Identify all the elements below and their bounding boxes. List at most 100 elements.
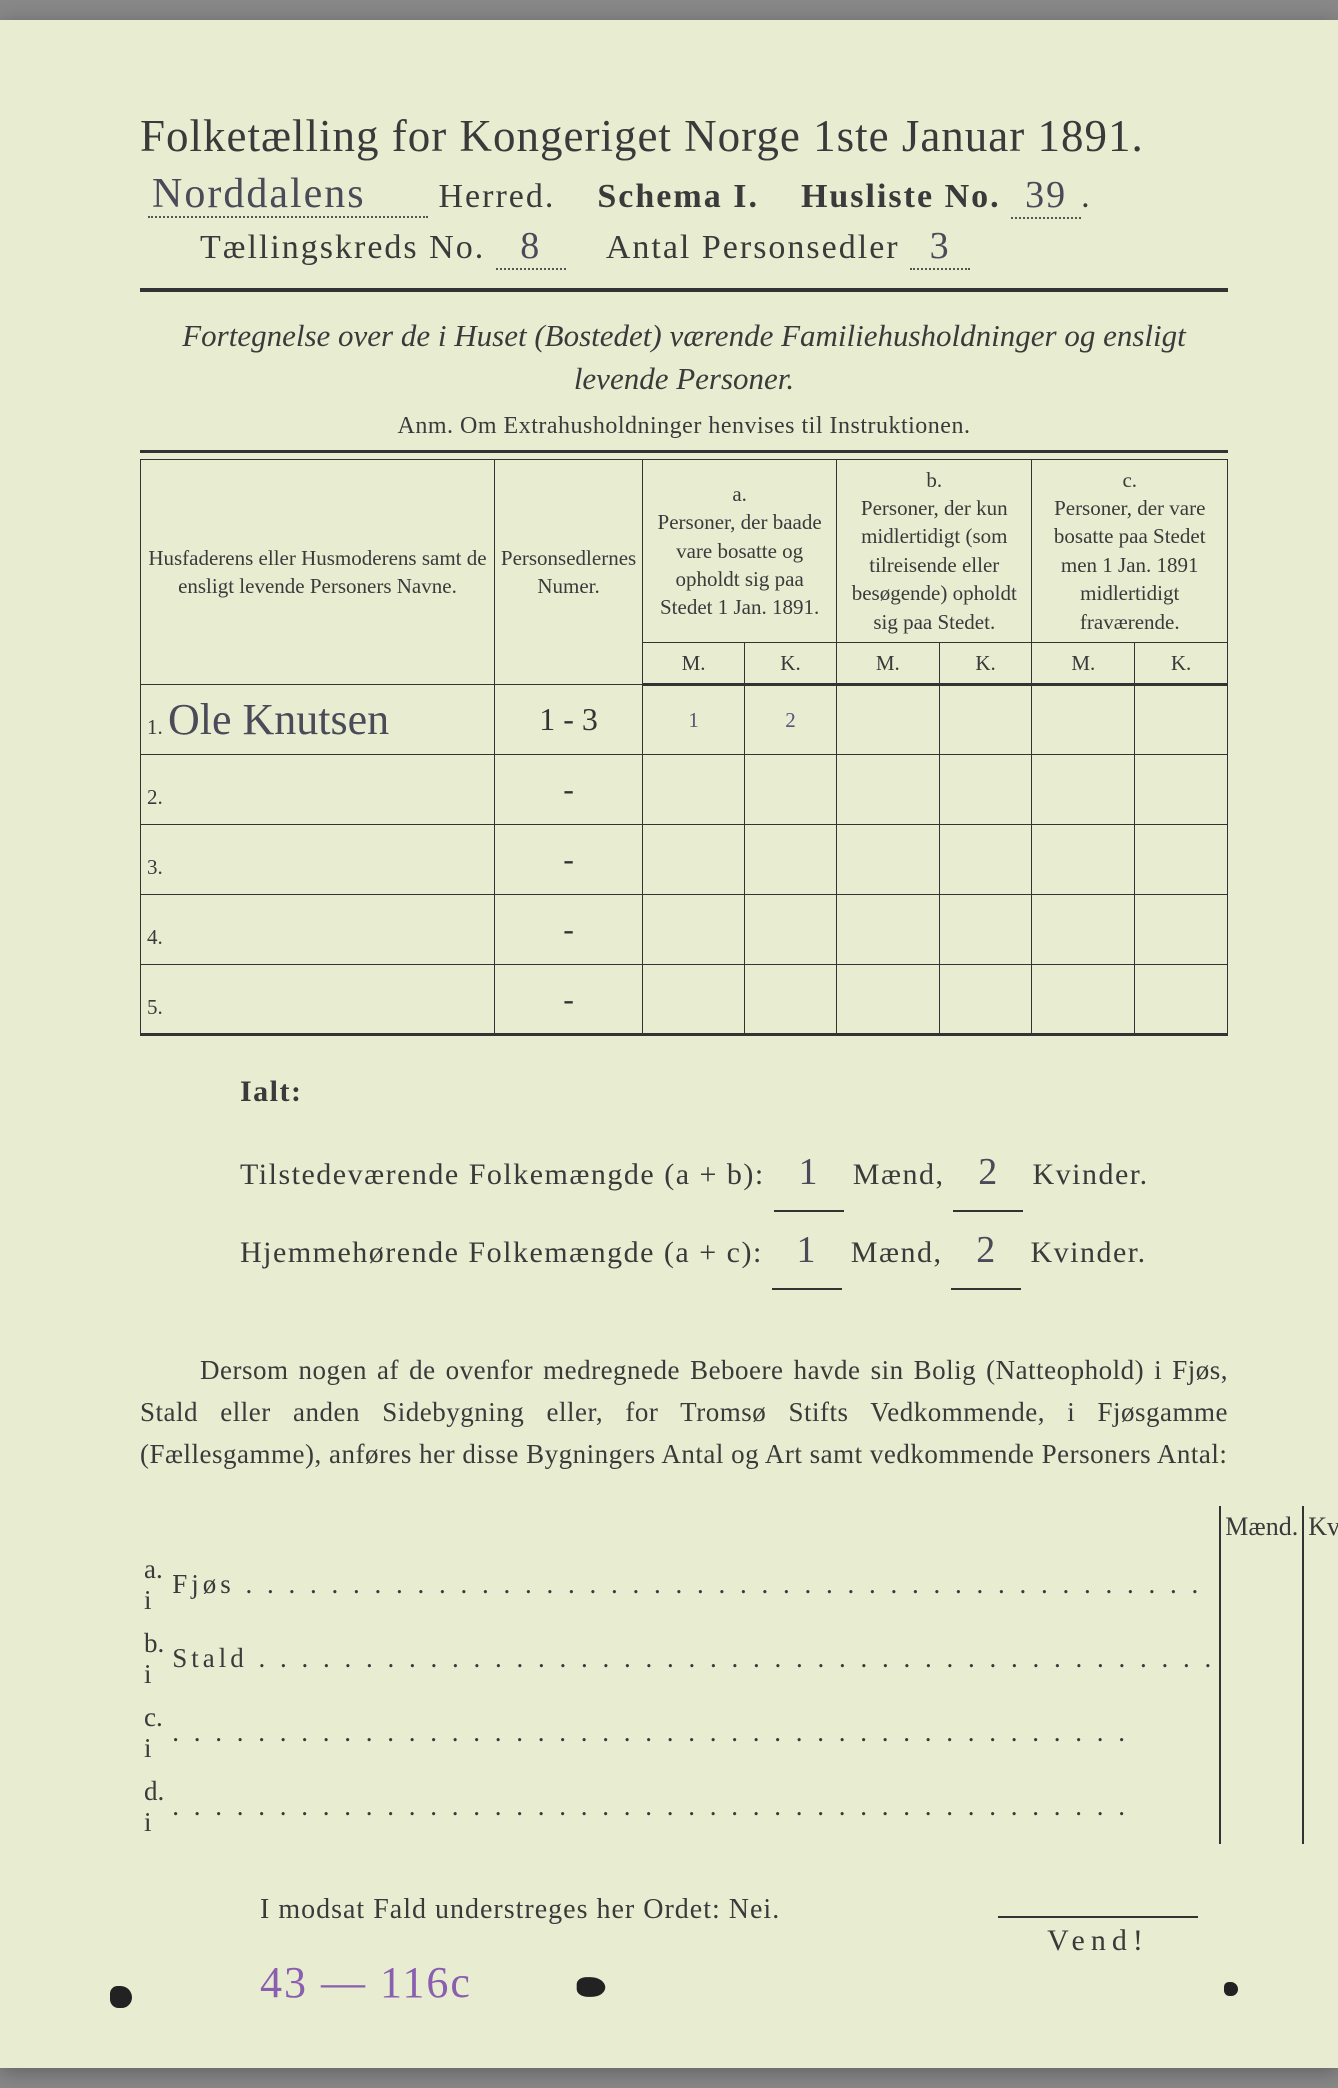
ink-blot	[577, 1977, 606, 1997]
col-c-label: c.	[1038, 466, 1221, 494]
row-b-m	[837, 895, 940, 965]
bldg-row-name: Stald . . . . . . . . . . . . . . . . . …	[168, 1622, 1220, 1696]
row-name-cell: 1. Ole Knutsen	[141, 685, 495, 755]
table-row: 2. -	[141, 755, 1228, 825]
personsedler-label: Antal Personsedler	[606, 229, 900, 266]
husliste-no: 39	[1025, 174, 1067, 216]
bldg-row-k	[1303, 1622, 1338, 1696]
herred-label: Herred.	[439, 178, 556, 215]
row-b-k	[939, 895, 1032, 965]
col-b-header: b. Personer, der kun midlertidigt (som t…	[837, 459, 1032, 642]
row-a-m: 1	[643, 685, 745, 755]
row-c-m	[1032, 965, 1135, 1035]
bldg-row-k	[1303, 1770, 1338, 1844]
bldg-row-m	[1220, 1548, 1303, 1622]
divider	[140, 288, 1228, 292]
table-row: 1. Ole Knutsen1 - 312	[141, 685, 1228, 755]
bldg-row: b. iStald . . . . . . . . . . . . . . . …	[140, 1622, 1338, 1696]
sum2-k: 2	[976, 1229, 997, 1271]
header-line-3: Tællingskreds No. 8 Antal Personsedler 3	[140, 229, 1228, 270]
kreds-label: Tællingskreds No.	[200, 229, 485, 266]
row-b-k	[939, 965, 1032, 1035]
ink-blot	[110, 1986, 132, 2008]
subtitle: Fortegnelse over de i Huset (Bostedet) v…	[140, 314, 1228, 401]
bldg-row-name: . . . . . . . . . . . . . . . . . . . . …	[168, 1770, 1220, 1844]
col-names-header: Husfaderens eller Husmoderens samt de en…	[141, 459, 495, 684]
building-para-text: Dersom nogen af de ovenfor medregnede Be…	[140, 1355, 1228, 1469]
vend-label: Vend!	[998, 1916, 1198, 1958]
row-a-k: 2	[744, 685, 836, 755]
row-c-k	[1135, 825, 1228, 895]
ink-blot	[1224, 1982, 1238, 1996]
row-name-cell: 5.	[141, 965, 495, 1035]
kvinder-label: Kvinder.	[1030, 1236, 1146, 1269]
bldg-head-k: Kvinder.	[1303, 1506, 1338, 1548]
bldg-row-name: . . . . . . . . . . . . . . . . . . . . …	[168, 1696, 1220, 1770]
row-number: 3.	[147, 855, 163, 879]
kreds-no: 8	[520, 225, 541, 267]
row-a-k	[744, 755, 836, 825]
col-b-m: M.	[837, 642, 940, 684]
bldg-row-label: c. i	[140, 1696, 168, 1770]
sum1-m: 1	[799, 1151, 820, 1193]
col-a-header: a. Personer, der baade vare bosatte og o…	[643, 459, 837, 642]
bldg-row-name: Fjøs . . . . . . . . . . . . . . . . . .…	[168, 1548, 1220, 1622]
row-b-k	[939, 755, 1032, 825]
row-a-m	[643, 895, 745, 965]
row-c-m	[1032, 825, 1135, 895]
building-table: Mænd. Kvinder. a. iFjøs . . . . . . . . …	[140, 1506, 1338, 1844]
table-row: 5. -	[141, 965, 1228, 1035]
bldg-row: a. iFjøs . . . . . . . . . . . . . . . .…	[140, 1548, 1338, 1622]
col-b-label: b.	[843, 466, 1025, 494]
bldg-row-label: a. i	[140, 1548, 168, 1622]
bldg-row-k	[1303, 1696, 1338, 1770]
bldg-head-m: Mænd.	[1220, 1506, 1303, 1548]
row-a-k	[744, 965, 836, 1035]
table-row: 4. -	[141, 895, 1228, 965]
col-b-text: Personer, der kun midlertidigt (som tilr…	[843, 494, 1025, 636]
row-num: -	[494, 825, 642, 895]
row-a-k	[744, 895, 836, 965]
col-c-header: c. Personer, der vare bosatte paa Stedet…	[1032, 459, 1228, 642]
row-number: 1.	[147, 715, 163, 739]
col-names-text: Husfaderens eller Husmoderens samt de en…	[148, 546, 486, 598]
sum1-label: Tilstedeværende Folkemængde (a + b):	[240, 1158, 765, 1191]
row-num: -	[494, 755, 642, 825]
row-c-m	[1032, 755, 1135, 825]
row-number: 5.	[147, 995, 163, 1019]
col-a-m: M.	[643, 642, 745, 684]
row-num: -	[494, 965, 642, 1035]
herred-name-handwritten: Norddalens	[152, 178, 366, 210]
totals-block: Ialt: Tilstedeværende Folkemængde (a + b…	[140, 1062, 1228, 1290]
row-a-m	[643, 755, 745, 825]
row-b-m	[837, 755, 940, 825]
anm-note: Anm. Om Extrahusholdninger henvises til …	[140, 413, 1228, 440]
row-b-m	[837, 685, 940, 755]
sum-line-2: Hjemmehørende Folkemængde (a + c): 1 Mæn…	[240, 1212, 1228, 1290]
col-c-k: K.	[1135, 642, 1228, 684]
bldg-row-m	[1220, 1696, 1303, 1770]
row-number: 2.	[147, 785, 163, 809]
bldg-row-m	[1220, 1622, 1303, 1696]
ialt-heading: Ialt:	[240, 1062, 1228, 1122]
bldg-row: c. i . . . . . . . . . . . . . . . . . .…	[140, 1696, 1338, 1770]
personsedler-no: 3	[930, 225, 951, 267]
row-num: 1 - 3	[494, 685, 642, 755]
col-c-text: Personer, der vare bosatte paa Stedet me…	[1038, 494, 1221, 636]
row-num: -	[494, 895, 642, 965]
table-row: 3. -	[141, 825, 1228, 895]
row-c-k	[1135, 685, 1228, 755]
row-b-m	[837, 825, 940, 895]
row-b-k	[939, 825, 1032, 895]
row-c-k	[1135, 895, 1228, 965]
header-line-2: Norddalens Herred. Schema I. Husliste No…	[140, 178, 1228, 219]
col-b-k: K.	[939, 642, 1032, 684]
row-c-m	[1032, 895, 1135, 965]
col-a-k: K.	[744, 642, 836, 684]
pencil-annotation: 43 — 116c	[260, 1957, 472, 2008]
bldg-row-label: d. i	[140, 1770, 168, 1844]
row-number: 4.	[147, 925, 163, 949]
row-c-k	[1135, 965, 1228, 1035]
census-form-page: Folketælling for Kongeriget Norge 1ste J…	[0, 20, 1338, 2068]
col-num-header: Personsedlernes Numer.	[494, 459, 642, 684]
